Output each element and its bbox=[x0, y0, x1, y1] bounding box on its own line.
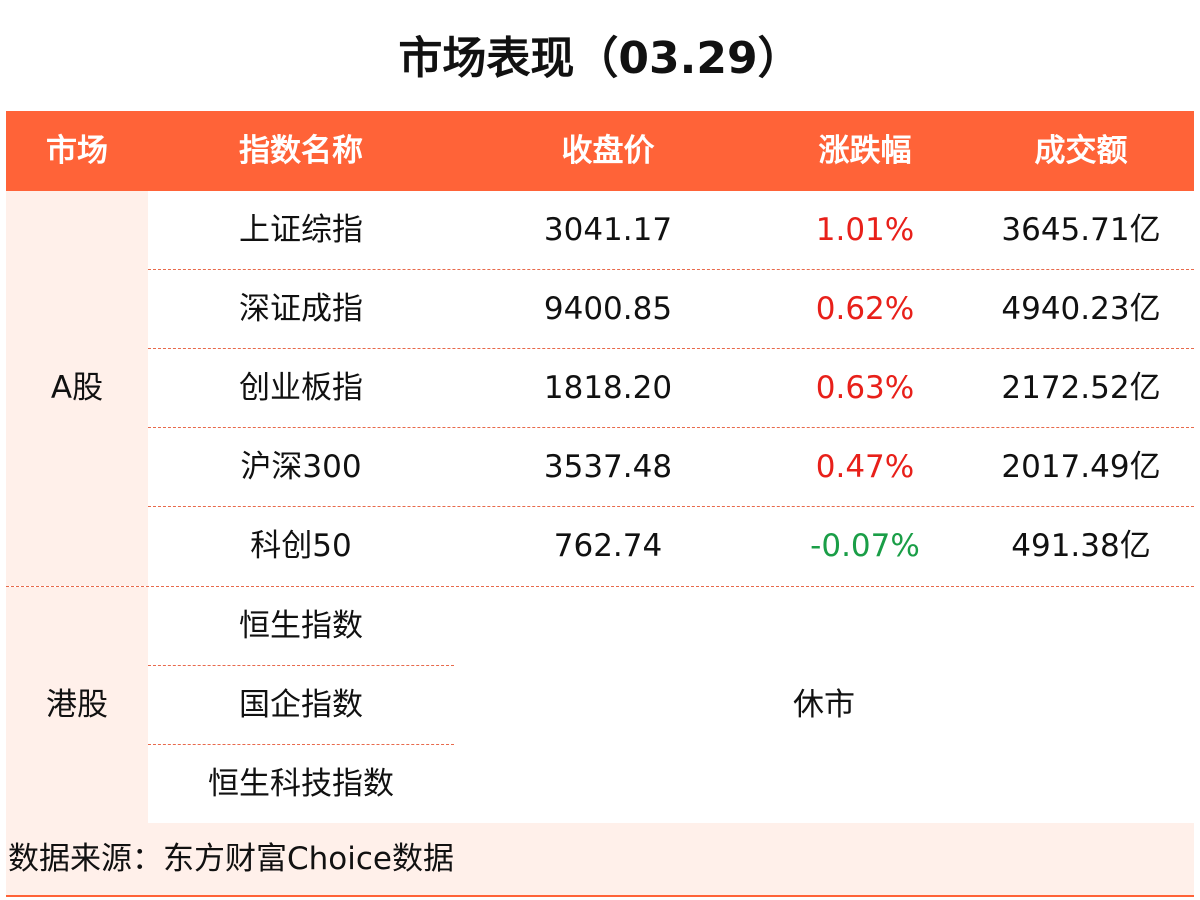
close-price: 9400.85 bbox=[543, 291, 673, 327]
row-divider bbox=[148, 269, 1194, 270]
turnover-amount: 491.38亿 bbox=[1011, 528, 1151, 564]
source-note: 数据来源：东方财富Choice数据 bbox=[8, 841, 454, 877]
row-divider bbox=[148, 348, 1194, 349]
market-closed-status: 休市 bbox=[793, 687, 855, 723]
row-divider bbox=[148, 744, 454, 745]
table-row: 科创50 762.74 -0.07% 491.38亿 bbox=[148, 507, 1194, 586]
close-price: 1818.20 bbox=[543, 370, 673, 406]
index-name: 深证成指 bbox=[239, 291, 363, 327]
header-close: 收盘价 bbox=[561, 133, 655, 169]
turnover-amount: 3645.71亿 bbox=[1001, 212, 1161, 248]
table-row: 创业板指 1818.20 0.63% 2172.52亿 bbox=[148, 349, 1194, 428]
page-title: 市场表现（03.29） bbox=[398, 33, 802, 84]
table-row: 深证成指 9400.85 0.62% 4940.23亿 bbox=[148, 270, 1194, 349]
market-label-hk-share: 港股 bbox=[6, 587, 148, 823]
index-name: 恒生科技指数 bbox=[208, 766, 394, 802]
turnover-amount: 2172.52亿 bbox=[1001, 370, 1161, 406]
group-divider bbox=[6, 586, 1194, 587]
row-divider bbox=[148, 506, 1194, 507]
close-price: 3041.17 bbox=[543, 212, 673, 248]
index-name: 恒生指数 bbox=[239, 608, 363, 644]
row-divider bbox=[148, 665, 454, 666]
close-price: 762.74 bbox=[553, 528, 663, 564]
change-percent: 0.47% bbox=[815, 449, 915, 485]
turnover-amount: 2017.49亿 bbox=[1001, 449, 1161, 485]
index-name: 创业板指 bbox=[239, 370, 363, 406]
change-percent: -0.07% bbox=[810, 528, 920, 564]
header-market: 市场 bbox=[46, 133, 108, 169]
header-change: 涨跌幅 bbox=[818, 133, 912, 169]
index-name: 上证综指 bbox=[239, 212, 363, 248]
index-name: 沪深300 bbox=[240, 449, 362, 485]
table-header: 市场 指数名称 收盘价 涨跌幅 成交额 bbox=[6, 111, 1194, 191]
header-amount: 成交额 bbox=[1034, 133, 1128, 169]
table-row: 上证综指 3041.17 1.01% 3645.71亿 bbox=[148, 191, 1194, 270]
change-percent: 0.62% bbox=[815, 291, 915, 327]
turnover-amount: 4940.23亿 bbox=[1001, 291, 1161, 327]
index-name: 国企指数 bbox=[239, 687, 363, 723]
change-percent: 0.63% bbox=[815, 370, 915, 406]
close-price: 3537.48 bbox=[543, 449, 673, 485]
index-name: 科创50 bbox=[250, 528, 352, 564]
row-divider bbox=[148, 427, 1194, 428]
change-percent: 1.01% bbox=[815, 212, 915, 248]
market-label-a-share: A股 bbox=[6, 191, 148, 586]
source-footer: 数据来源：东方财富Choice数据 bbox=[6, 823, 1194, 897]
header-index-name: 指数名称 bbox=[239, 133, 363, 169]
table-row: 沪深300 3537.48 0.47% 2017.49亿 bbox=[148, 428, 1194, 507]
